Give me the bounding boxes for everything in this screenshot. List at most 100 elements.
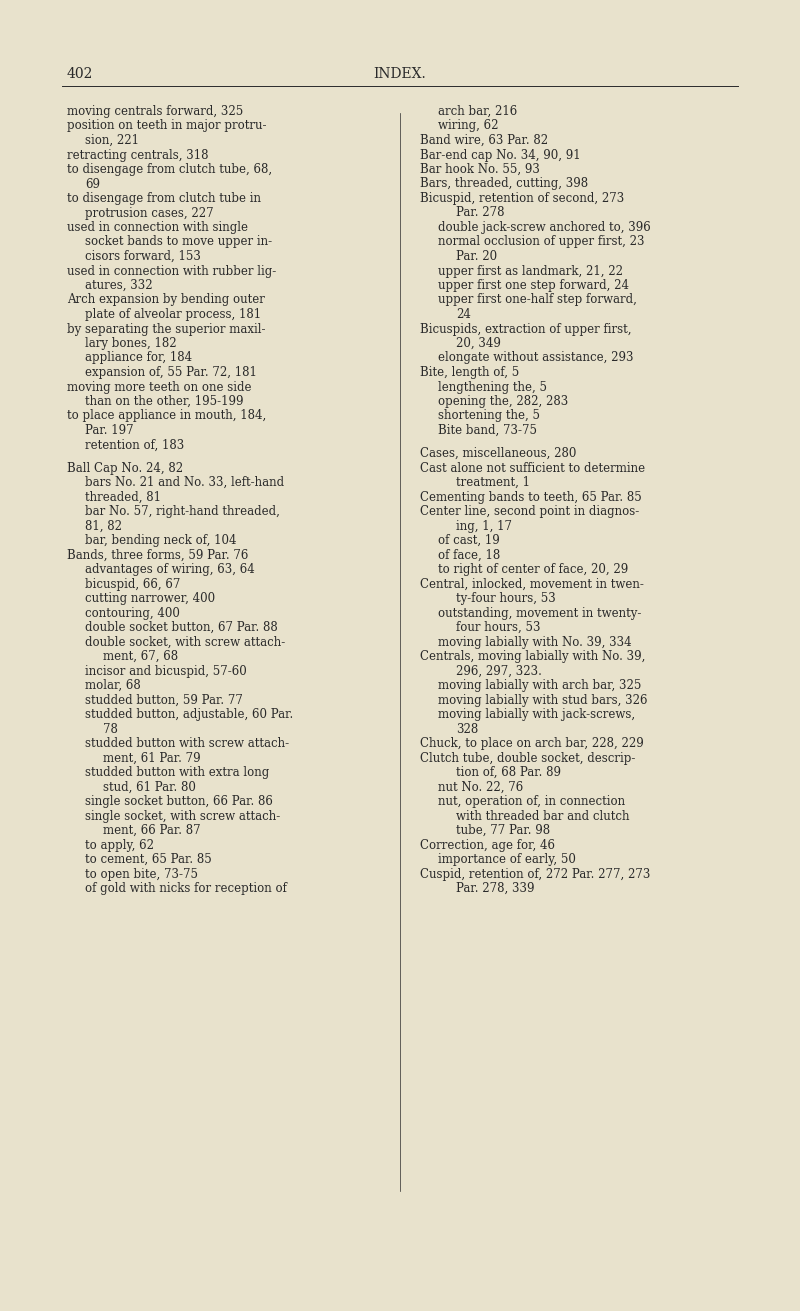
Text: of gold with nicks for reception of: of gold with nicks for reception of <box>85 882 287 895</box>
Text: 402: 402 <box>67 67 94 81</box>
Text: double jack-screw anchored to, 396: double jack-screw anchored to, 396 <box>438 222 650 233</box>
Text: moving labially with stud bars, 326: moving labially with stud bars, 326 <box>438 694 647 707</box>
Text: bar No. 57, right-hand threaded,: bar No. 57, right-hand threaded, <box>85 505 280 518</box>
Text: opening the, 282, 283: opening the, 282, 283 <box>438 395 568 408</box>
Text: Cementing bands to teeth, 65 Par. 85: Cementing bands to teeth, 65 Par. 85 <box>420 490 642 503</box>
Text: Par. 278, 339: Par. 278, 339 <box>456 882 534 895</box>
Text: Correction, age for, 46: Correction, age for, 46 <box>420 839 555 852</box>
Text: to right of center of face, 20, 29: to right of center of face, 20, 29 <box>438 564 628 577</box>
Text: studded button, 59 Par. 77: studded button, 59 Par. 77 <box>85 694 243 707</box>
Text: 81, 82: 81, 82 <box>85 519 122 532</box>
Text: of face, 18: of face, 18 <box>438 549 500 561</box>
Text: normal occlusion of upper first, 23: normal occlusion of upper first, 23 <box>438 236 645 249</box>
Text: expansion of, 55 Par. 72, 181: expansion of, 55 Par. 72, 181 <box>85 366 257 379</box>
Text: molar, 68: molar, 68 <box>85 679 141 692</box>
Text: Band wire, 63 Par. 82: Band wire, 63 Par. 82 <box>420 134 548 147</box>
Text: outstanding, movement in twenty-: outstanding, movement in twenty- <box>438 607 642 620</box>
Text: to open bite, 73-75: to open bite, 73-75 <box>85 868 198 881</box>
Text: 69: 69 <box>85 177 100 190</box>
Text: wiring, 62: wiring, 62 <box>438 119 498 132</box>
Text: to cement, 65 Par. 85: to cement, 65 Par. 85 <box>85 853 212 867</box>
Text: position on teeth in major protru-: position on teeth in major protru- <box>67 119 266 132</box>
Text: Arch expansion by bending outer: Arch expansion by bending outer <box>67 294 265 307</box>
Text: tube, 77 Par. 98: tube, 77 Par. 98 <box>456 825 550 838</box>
Text: upper first as landmark, 21, 22: upper first as landmark, 21, 22 <box>438 265 623 278</box>
Text: to apply, 62: to apply, 62 <box>85 839 154 852</box>
Text: Center line, second point in diagnos-: Center line, second point in diagnos- <box>420 505 639 518</box>
Text: cutting narrower, 400: cutting narrower, 400 <box>85 593 215 606</box>
Text: used in connection with single: used in connection with single <box>67 222 248 233</box>
Text: 78: 78 <box>103 722 118 735</box>
Text: retention of, 183: retention of, 183 <box>85 438 184 451</box>
Text: 20, 349: 20, 349 <box>456 337 501 350</box>
Text: Bicuspids, extraction of upper first,: Bicuspids, extraction of upper first, <box>420 323 631 336</box>
Text: sion, 221: sion, 221 <box>85 134 139 147</box>
Text: lengthening the, 5: lengthening the, 5 <box>438 380 547 393</box>
Text: treatment, 1: treatment, 1 <box>456 476 530 489</box>
Text: studded button with extra long: studded button with extra long <box>85 766 270 779</box>
Text: incisor and bicuspid, 57-60: incisor and bicuspid, 57-60 <box>85 665 246 678</box>
Text: moving labially with No. 39, 334: moving labially with No. 39, 334 <box>438 636 632 649</box>
Text: 328: 328 <box>456 722 478 735</box>
Text: Ball Cap No. 24, 82: Ball Cap No. 24, 82 <box>67 461 183 475</box>
Text: upper first one-half step forward,: upper first one-half step forward, <box>438 294 637 307</box>
Text: Bite, length of, 5: Bite, length of, 5 <box>420 366 519 379</box>
Text: moving more teeth on one side: moving more teeth on one side <box>67 380 251 393</box>
Text: ment, 67, 68: ment, 67, 68 <box>103 650 178 663</box>
Text: threaded, 81: threaded, 81 <box>85 490 161 503</box>
Text: ing, 1, 17: ing, 1, 17 <box>456 519 512 532</box>
Text: ment, 66 Par. 87: ment, 66 Par. 87 <box>103 825 201 838</box>
Text: of cast, 19: of cast, 19 <box>438 534 500 547</box>
Text: cisors forward, 153: cisors forward, 153 <box>85 250 201 264</box>
Text: moving centrals forward, 325: moving centrals forward, 325 <box>67 105 243 118</box>
Text: INDEX.: INDEX. <box>374 67 426 81</box>
Text: socket bands to move upper in-: socket bands to move upper in- <box>85 236 272 249</box>
Text: Chuck, to place on arch bar, 228, 229: Chuck, to place on arch bar, 228, 229 <box>420 737 644 750</box>
Text: four hours, 53: four hours, 53 <box>456 621 541 635</box>
Text: studded button with screw attach-: studded button with screw attach- <box>85 737 289 750</box>
Text: Par. 197: Par. 197 <box>85 423 134 437</box>
Text: used in connection with rubber lig-: used in connection with rubber lig- <box>67 265 276 278</box>
Text: appliance for, 184: appliance for, 184 <box>85 351 192 364</box>
Text: double socket, with screw attach-: double socket, with screw attach- <box>85 636 286 649</box>
Text: ty-four hours, 53: ty-four hours, 53 <box>456 593 556 606</box>
Text: lary bones, 182: lary bones, 182 <box>85 337 177 350</box>
Text: to place appliance in mouth, 184,: to place appliance in mouth, 184, <box>67 409 266 422</box>
Text: plate of alveolar process, 181: plate of alveolar process, 181 <box>85 308 261 321</box>
Text: to disengage from clutch tube, 68,: to disengage from clutch tube, 68, <box>67 163 272 176</box>
Text: bicuspid, 66, 67: bicuspid, 66, 67 <box>85 578 180 591</box>
Text: Cases, miscellaneous, 280: Cases, miscellaneous, 280 <box>420 447 576 460</box>
Text: single socket button, 66 Par. 86: single socket button, 66 Par. 86 <box>85 796 273 808</box>
Text: Bar hook No. 55, 93: Bar hook No. 55, 93 <box>420 163 540 176</box>
Text: upper first one step forward, 24: upper first one step forward, 24 <box>438 279 629 292</box>
Text: 296, 297, 323.: 296, 297, 323. <box>456 665 542 678</box>
Text: Bands, three forms, 59 Par. 76: Bands, three forms, 59 Par. 76 <box>67 549 248 561</box>
Text: than on the other, 195-199: than on the other, 195-199 <box>85 395 243 408</box>
Text: Bite band, 73-75: Bite band, 73-75 <box>438 423 537 437</box>
Text: double socket button, 67 Par. 88: double socket button, 67 Par. 88 <box>85 621 278 635</box>
Text: Par. 278: Par. 278 <box>456 207 505 219</box>
Text: Centrals, moving labially with No. 39,: Centrals, moving labially with No. 39, <box>420 650 646 663</box>
Text: tion of, 68 Par. 89: tion of, 68 Par. 89 <box>456 766 561 779</box>
Text: atures, 332: atures, 332 <box>85 279 153 292</box>
Text: bars No. 21 and No. 33, left-hand: bars No. 21 and No. 33, left-hand <box>85 476 284 489</box>
Text: stud, 61 Par. 80: stud, 61 Par. 80 <box>103 780 196 793</box>
Text: advantages of wiring, 63, 64: advantages of wiring, 63, 64 <box>85 564 254 577</box>
Text: elongate without assistance, 293: elongate without assistance, 293 <box>438 351 634 364</box>
Text: 24: 24 <box>456 308 471 321</box>
Text: protrusion cases, 227: protrusion cases, 227 <box>85 207 214 219</box>
Text: nut No. 22, 76: nut No. 22, 76 <box>438 780 523 793</box>
Text: importance of early, 50: importance of early, 50 <box>438 853 576 867</box>
Text: Bicuspid, retention of second, 273: Bicuspid, retention of second, 273 <box>420 191 624 205</box>
Text: contouring, 400: contouring, 400 <box>85 607 180 620</box>
Text: Central, inlocked, movement in twen-: Central, inlocked, movement in twen- <box>420 578 644 591</box>
Text: Cast alone not sufficient to determine: Cast alone not sufficient to determine <box>420 461 645 475</box>
Text: moving labially with jack-screws,: moving labially with jack-screws, <box>438 708 635 721</box>
Text: studded button, adjustable, 60 Par.: studded button, adjustable, 60 Par. <box>85 708 294 721</box>
Text: Bar-end cap No. 34, 90, 91: Bar-end cap No. 34, 90, 91 <box>420 148 581 161</box>
Text: by separating the superior maxil-: by separating the superior maxil- <box>67 323 266 336</box>
Text: Bars, threaded, cutting, 398: Bars, threaded, cutting, 398 <box>420 177 588 190</box>
Text: arch bar, 216: arch bar, 216 <box>438 105 518 118</box>
Text: moving labially with arch bar, 325: moving labially with arch bar, 325 <box>438 679 642 692</box>
Text: nut, operation of, in connection: nut, operation of, in connection <box>438 796 625 808</box>
